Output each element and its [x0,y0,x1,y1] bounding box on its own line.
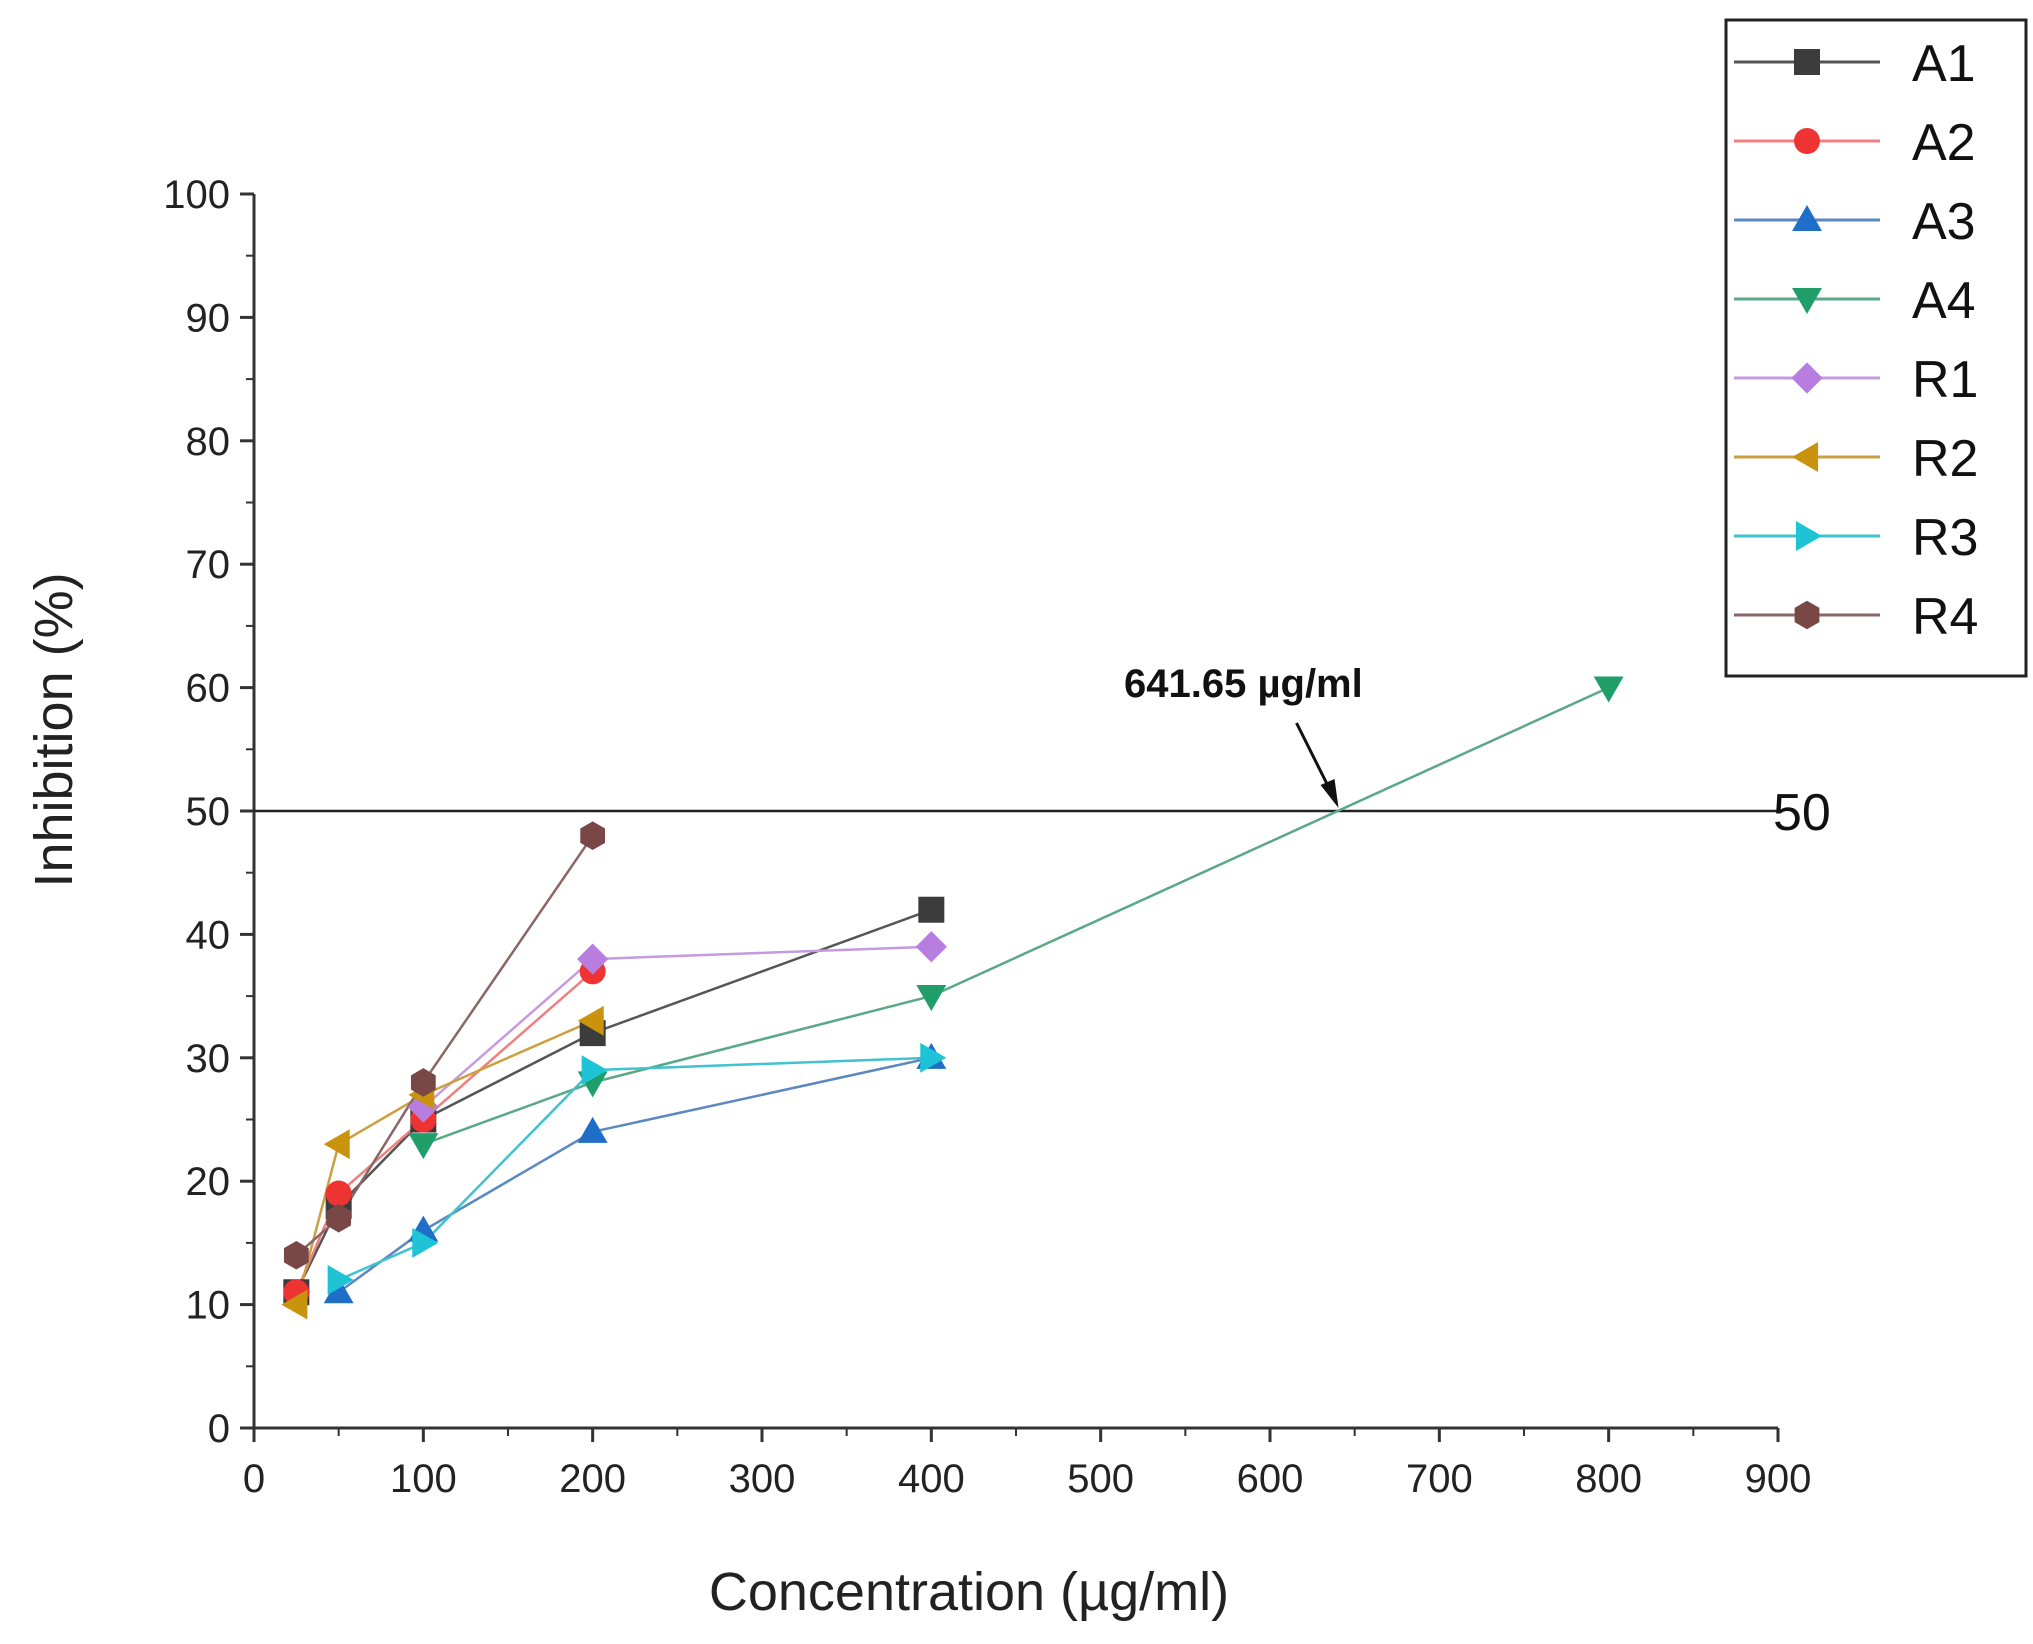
series-line-a4 [422,686,1610,1146]
y-tick-label: 100 [163,173,230,217]
data-point-r4 [283,1240,309,1270]
y-axis-title: Inhibition (%) [24,572,84,887]
series-line-r3 [338,1056,932,1282]
x-tick-label: 300 [729,1457,796,1501]
series-line-r2 [295,1019,594,1305]
y-tick-label: 60 [186,667,231,711]
legend-label-r3: R3 [1912,509,1978,567]
legend-label-r4: R4 [1912,588,1978,646]
legend-marker-r1 [1791,362,1823,394]
x-tick-label: 0 [243,1457,265,1501]
data-point-r3 [327,1264,354,1295]
x-tick-label: 200 [559,1457,626,1501]
legend-marker-r3 [1795,521,1822,551]
x-tick-label: 600 [1237,1457,1304,1501]
x-tick-label: 900 [1745,1457,1812,1501]
data-point-a4 [408,1133,439,1160]
data-point-r3 [581,1055,608,1086]
data-point-a1 [918,896,945,923]
legend-label-a1: A1 [1912,35,1976,93]
x-tick-label: 100 [390,1457,457,1501]
data-point-r3 [920,1042,947,1073]
series-line-a1 [295,908,932,1293]
legend-marker-a4 [1792,287,1822,314]
y-tick-label: 80 [186,420,231,464]
data-point-a3 [323,1277,354,1304]
x-axis-title: Concentration (µg/ml) [709,1562,1229,1622]
data-point-a3 [577,1116,608,1143]
legend-marker-r4 [1794,600,1820,630]
data-point-r2 [281,1289,308,1320]
y-tick-label: 0 [208,1407,230,1451]
legend-label-a2: A2 [1912,114,1976,172]
x-tick-label: 800 [1575,1457,1642,1501]
data-point-r4 [410,1068,436,1097]
data-point-a4 [916,985,947,1012]
legend-label-r1: R1 [1912,351,1978,409]
data-point-r2 [323,1129,350,1160]
y-tick-label: 70 [186,543,231,587]
data-point-a2 [325,1180,352,1207]
ic50-annotation-label: 641.65 µg/ml [1124,662,1363,706]
legend-label-r2: R2 [1912,430,1978,488]
legend-marker-a3 [1792,205,1822,232]
legend-label-a4: A4 [1912,272,1976,330]
series-line-r4 [295,834,594,1257]
x-tick-label: 700 [1406,1457,1473,1501]
legend-box [1724,18,2028,678]
data-point-r1 [577,943,609,975]
data-point-r1 [915,931,947,963]
data-point-r4 [580,821,606,850]
y-tick-label: 50 [186,790,231,834]
annotation-arrow-head [1320,779,1339,808]
y-tick-label: 40 [186,913,231,957]
x-tick-label: 500 [1067,1457,1134,1501]
x-tick-label: 400 [898,1457,965,1501]
legend-marker-a1 [1794,49,1820,75]
y-tick-label: 90 [186,296,231,340]
legend-marker-r2 [1792,442,1819,472]
reference-line-label: 50 [1773,784,1831,842]
legend-label-a3: A3 [1912,193,1976,251]
data-point-r3 [412,1227,439,1258]
y-tick-label: 10 [186,1284,231,1328]
data-point-r2 [577,1005,604,1036]
data-point-a4 [1593,676,1624,703]
data-point-r4 [326,1203,352,1233]
legend: A1 A2 A3 A4 R1 R2 R3 R4 [1724,18,2028,678]
y-tick-label: 20 [186,1160,231,1204]
legend-marker-a2 [1794,128,1820,154]
series-line-a2 [295,970,594,1293]
plot-area: 0 100 200 300 400 500 600 700 800 900 0 10 20 30 40 50 6… [163,173,1811,1501]
y-tick-label: 30 [186,1037,231,1081]
